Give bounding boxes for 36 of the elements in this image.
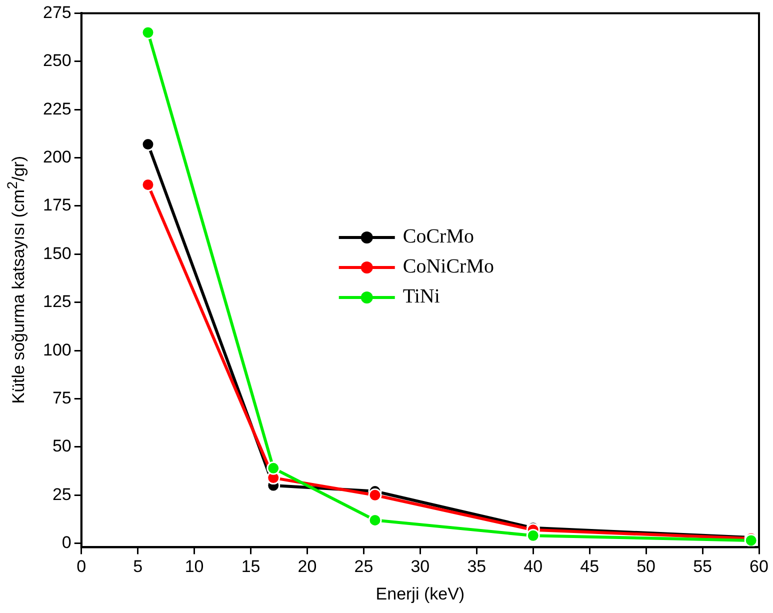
x-axis-title: Enerji (keV): [376, 584, 465, 604]
x-tick-label: 40: [524, 557, 543, 576]
y-tick-label: 250: [42, 51, 72, 70]
point: [141, 26, 155, 40]
y-tick-label: 175: [42, 196, 72, 215]
x-tick-label: 15: [241, 557, 260, 576]
point: [141, 138, 155, 152]
legend-label: TiNi: [402, 286, 440, 308]
y-tick-label: 150: [42, 244, 72, 263]
x-tick-label: 45: [580, 557, 600, 576]
x-tick-label: 35: [467, 557, 486, 576]
legend-label: CoNiCrMo: [402, 256, 494, 278]
y-tick-label: 0: [62, 533, 72, 552]
y-tick-label: 200: [42, 147, 72, 166]
x-tick-label: 50: [636, 557, 656, 576]
y-tick-label: 225: [42, 99, 72, 118]
x-tick-label: 30: [410, 557, 430, 576]
x-tick-label: 0: [76, 557, 86, 576]
y-tick-label: 125: [42, 292, 72, 312]
point: [526, 528, 540, 542]
legend-label: CoCrMo: [402, 226, 474, 248]
x-tick-label: 55: [693, 557, 712, 576]
point: [368, 513, 382, 527]
y-tick-label: 100: [42, 340, 72, 360]
x-tick-label: 60: [750, 557, 768, 576]
point: [141, 178, 155, 192]
point: [368, 488, 382, 502]
y-tick-label: 75: [52, 388, 72, 408]
x-tick-label: 10: [184, 557, 204, 576]
point: [266, 461, 280, 475]
y-tick-label: 275: [42, 2, 72, 22]
x-tick-label: 5: [133, 557, 143, 576]
x-tick-label: 25: [354, 557, 374, 576]
x-tick-label: 20: [298, 557, 317, 576]
y-tick-label: 50: [52, 436, 72, 456]
y-tick-label: 25: [52, 484, 72, 504]
